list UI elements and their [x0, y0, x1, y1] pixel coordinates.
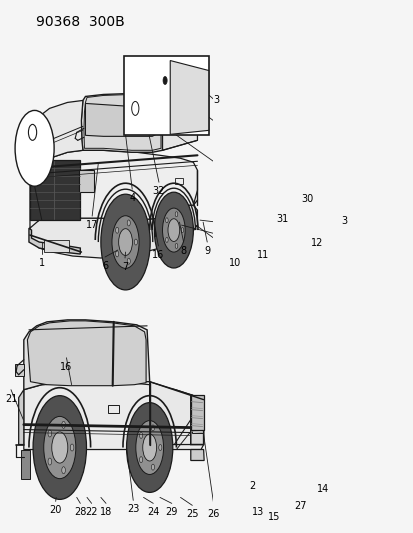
Circle shape [142, 434, 156, 461]
Text: 21: 21 [5, 394, 17, 403]
Circle shape [101, 194, 150, 290]
Bar [107, 405, 119, 413]
Polygon shape [81, 93, 162, 152]
Circle shape [127, 258, 130, 264]
Bar [15, 364, 24, 376]
Circle shape [162, 208, 185, 252]
Bar [124, 55, 209, 135]
Circle shape [15, 110, 54, 186]
Text: 20: 20 [50, 505, 62, 515]
Polygon shape [24, 382, 203, 449]
Text: 10: 10 [229, 258, 241, 268]
Text: 24: 24 [147, 507, 159, 518]
Text: 7: 7 [121, 262, 128, 272]
Circle shape [62, 422, 65, 429]
Circle shape [175, 212, 177, 217]
Circle shape [175, 244, 177, 248]
Text: 31: 31 [275, 214, 288, 224]
Circle shape [181, 228, 183, 232]
Circle shape [151, 464, 154, 470]
Text: 15: 15 [267, 512, 280, 522]
Circle shape [112, 216, 139, 269]
Text: 22: 22 [85, 507, 97, 518]
Bar [175, 178, 182, 184]
Text: 18: 18 [100, 507, 112, 518]
Polygon shape [170, 61, 208, 134]
Polygon shape [30, 100, 83, 165]
Polygon shape [84, 94, 161, 150]
Bar [30, 160, 80, 220]
Circle shape [165, 237, 168, 243]
Bar [44, 240, 69, 252]
Polygon shape [150, 382, 203, 445]
Text: 1: 1 [39, 258, 45, 268]
Text: 26: 26 [207, 510, 220, 519]
Circle shape [154, 192, 193, 268]
Text: 8: 8 [180, 246, 186, 256]
Text: 19: 19 [36, 122, 48, 131]
Circle shape [127, 220, 130, 226]
Polygon shape [19, 390, 24, 445]
Text: 28: 28 [74, 507, 86, 518]
Text: 3: 3 [340, 216, 346, 226]
Text: 2: 2 [248, 481, 254, 491]
Circle shape [165, 218, 168, 223]
Text: 29: 29 [165, 507, 178, 518]
Text: 90368  300B: 90368 300B [36, 15, 124, 29]
Circle shape [134, 239, 137, 245]
Text: 25: 25 [185, 510, 198, 519]
Circle shape [70, 444, 74, 451]
Text: 30: 30 [301, 194, 313, 204]
Bar [79, 170, 93, 192]
Circle shape [159, 445, 161, 450]
Circle shape [52, 432, 68, 463]
Text: 16: 16 [60, 362, 72, 372]
Polygon shape [85, 103, 161, 136]
Circle shape [135, 421, 163, 474]
Text: 3: 3 [213, 95, 219, 106]
Text: 19: 19 [35, 122, 48, 131]
Circle shape [163, 77, 167, 84]
Circle shape [168, 219, 179, 241]
Text: 6: 6 [102, 261, 108, 271]
Text: 16: 16 [152, 250, 164, 260]
Polygon shape [30, 205, 197, 258]
Bar [193, 417, 201, 425]
Text: 30: 30 [179, 76, 191, 85]
Polygon shape [29, 228, 80, 254]
Circle shape [115, 227, 119, 233]
Circle shape [115, 251, 119, 257]
Text: 14: 14 [316, 484, 329, 495]
Circle shape [126, 402, 172, 492]
Text: 23: 23 [127, 504, 139, 514]
Bar [191, 405, 203, 433]
Circle shape [48, 430, 52, 437]
Polygon shape [162, 100, 197, 150]
Polygon shape [190, 449, 204, 461]
Circle shape [119, 229, 132, 255]
Text: 17: 17 [86, 220, 98, 230]
Circle shape [139, 457, 142, 463]
Bar [21, 449, 31, 480]
Polygon shape [190, 394, 203, 445]
Text: 27: 27 [294, 502, 306, 511]
Polygon shape [24, 320, 150, 390]
Circle shape [139, 432, 142, 438]
Text: 31: 31 [141, 111, 153, 122]
Polygon shape [30, 150, 197, 228]
Circle shape [48, 458, 52, 465]
Text: 13: 13 [252, 507, 263, 518]
Bar [190, 394, 203, 430]
Text: 4: 4 [129, 193, 135, 203]
Circle shape [151, 425, 154, 431]
Text: 32: 32 [152, 186, 165, 196]
Text: 12: 12 [310, 238, 322, 248]
Polygon shape [27, 321, 146, 386]
Text: 9: 9 [204, 246, 210, 256]
Text: 11: 11 [256, 250, 268, 260]
Circle shape [33, 395, 86, 499]
Circle shape [44, 416, 76, 479]
Circle shape [62, 467, 65, 474]
